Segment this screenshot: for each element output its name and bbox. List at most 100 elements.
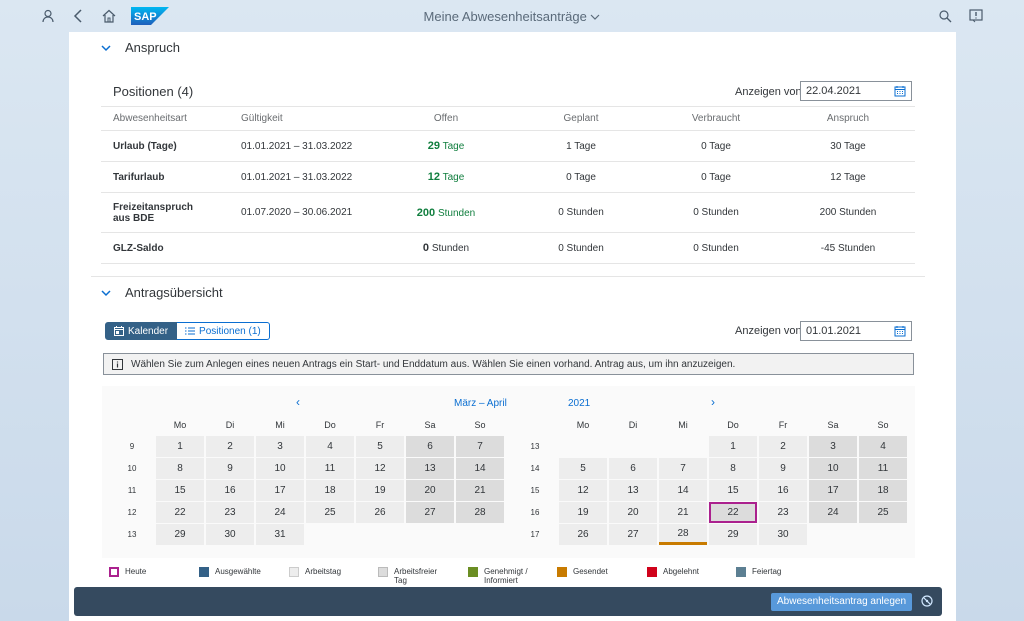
calendar-day[interactable]: 2 (206, 436, 254, 457)
calendar-day[interactable]: 3 (809, 436, 857, 457)
calendar-day[interactable]: 5 (356, 436, 404, 457)
cell-offen: 0 Stunden (381, 232, 511, 264)
calendar-day[interactable]: 21 (659, 502, 707, 523)
section-header-anspruch[interactable]: Anspruch (101, 40, 180, 55)
table-row[interactable]: Urlaub (Tage) 01.01.2021 – 31.03.2022 29… (101, 130, 915, 162)
calendar-day[interactable]: 25 (859, 502, 907, 523)
section-header-antragsuebersicht[interactable]: Antragsübersicht (101, 285, 223, 300)
calendar-day[interactable]: 1 (156, 436, 204, 457)
cell-offen: 200 Stunden (381, 192, 511, 233)
back-icon[interactable] (71, 8, 87, 24)
calendar-icon (114, 326, 124, 336)
calendar-day[interactable]: 4 (859, 436, 907, 457)
table-row[interactable]: GLZ-Saldo 0 Stunden 0 Stunden 0 Stunden … (101, 232, 915, 264)
calendar-day[interactable]: 7 (659, 458, 707, 479)
calendar-day[interactable]: 26 (559, 524, 607, 545)
calendar-day[interactable]: 10 (256, 458, 304, 479)
year-header-button[interactable]: 2021 (568, 398, 591, 409)
calendar-day[interactable]: 10 (809, 458, 857, 479)
calendar-day[interactable]: 19 (356, 480, 404, 501)
next-month-button[interactable]: › (711, 395, 715, 409)
calendar-day[interactable]: 16 (759, 480, 807, 501)
weekday-header: Mi (275, 420, 285, 430)
table-row[interactable]: Freizeitanspruch aus BDE 01.07.2020 – 30… (101, 192, 915, 233)
calendar-day[interactable]: 14 (659, 480, 707, 501)
calendar-day[interactable]: 31 (256, 524, 304, 545)
sap-logo[interactable]: SAP (131, 7, 169, 25)
calendar-day[interactable]: 19 (559, 502, 607, 523)
cell-verbraucht: 0 Stunden (651, 192, 781, 233)
calendar-day[interactable]: 7 (456, 436, 504, 457)
calendar-day[interactable]: 12 (559, 480, 607, 501)
calendar-day[interactable]: 13 (609, 480, 657, 501)
anspruch-date-picker[interactable]: 22.04.2021 (800, 81, 912, 101)
calendar-day[interactable]: 9 (206, 458, 254, 479)
calendar-day[interactable]: 28 (659, 524, 707, 545)
calendar-day[interactable]: 22 (156, 502, 204, 523)
calendar-day[interactable]: 15 (709, 480, 757, 501)
calendar-day[interactable]: 11 (859, 458, 907, 479)
info-strip: Wählen Sie zum Anlegen eines neuen Antra… (103, 353, 914, 375)
calendar-day[interactable]: 18 (859, 480, 907, 501)
create-request-button[interactable]: Abwesenheitsantrag anlegen (771, 593, 912, 611)
calendar-day[interactable]: 23 (206, 502, 254, 523)
search-icon[interactable] (937, 8, 953, 24)
page-content: Anspruch Positionen (4) Anzeigen von 22.… (69, 32, 956, 621)
calendar-day[interactable]: 16 (206, 480, 254, 501)
calendar-day[interactable]: 1 (709, 436, 757, 457)
calendar-day[interactable]: 24 (809, 502, 857, 523)
calendar-day[interactable]: 11 (306, 458, 354, 479)
calendar-day[interactable]: 8 (156, 458, 204, 479)
calendar-day[interactable]: 29 (156, 524, 204, 545)
calendar-day[interactable]: 30 (206, 524, 254, 545)
cell-verbraucht: 0 Tage (651, 161, 781, 193)
calendar-day[interactable]: 25 (306, 502, 354, 523)
calendar-icon[interactable] (894, 85, 906, 97)
week-number: 15 (530, 486, 540, 495)
legend-item-arbeitsfrei: Arbeitsfreier Tag (378, 567, 448, 585)
tab-positionen[interactable]: Positionen (1) (177, 322, 270, 340)
calendar-day[interactable]: 15 (156, 480, 204, 501)
calendar-day[interactable]: 23 (759, 502, 807, 523)
calendar-day[interactable]: 22 (709, 502, 757, 523)
calendar-day[interactable]: 20 (609, 502, 657, 523)
calendar-day[interactable]: 3 (256, 436, 304, 457)
notification-icon[interactable] (968, 8, 984, 24)
calendar-day[interactable]: 9 (759, 458, 807, 479)
tab-kalender[interactable]: Kalender (105, 322, 178, 340)
calendar-day[interactable]: 2 (759, 436, 807, 457)
calendar-day[interactable]: 6 (406, 436, 454, 457)
user-icon[interactable] (40, 8, 56, 24)
table-row[interactable]: Tarifurlaub 01.01.2021 – 31.03.2022 12 T… (101, 161, 915, 193)
message-popover-icon[interactable] (920, 594, 934, 608)
home-icon[interactable] (101, 8, 117, 24)
weekday-header: Di (628, 420, 638, 430)
calendar-day[interactable]: 4 (306, 436, 354, 457)
calendar-day[interactable]: 28 (456, 502, 504, 523)
calendar-day[interactable]: 17 (256, 480, 304, 501)
calendar-day[interactable]: 30 (759, 524, 807, 545)
app-title[interactable]: Meine Abwesenheitsanträge (0, 9, 1024, 24)
calendar-day[interactable]: 27 (406, 502, 454, 523)
calendar-day[interactable]: 24 (256, 502, 304, 523)
calendar-day[interactable]: 18 (306, 480, 354, 501)
calendar-day[interactable]: 29 (709, 524, 757, 545)
calendar-day[interactable]: 27 (609, 524, 657, 545)
calendar-day[interactable]: 12 (356, 458, 404, 479)
legend-item-feiertag: Feiertag (736, 567, 781, 577)
cell-gueltig (231, 232, 381, 264)
calendar-day[interactable]: 21 (456, 480, 504, 501)
calendar-day[interactable]: 5 (559, 458, 607, 479)
calendar-day[interactable]: 6 (609, 458, 657, 479)
calendar-day[interactable]: 14 (456, 458, 504, 479)
prev-month-button[interactable]: ‹ (296, 395, 300, 409)
calendar-day[interactable]: 8 (709, 458, 757, 479)
uebersicht-date-picker[interactable]: 01.01.2021 (800, 321, 912, 341)
calendar-day[interactable]: 26 (356, 502, 404, 523)
calendar-day[interactable]: 20 (406, 480, 454, 501)
calendar-day[interactable]: 13 (406, 458, 454, 479)
calendar-icon[interactable] (894, 325, 906, 337)
calendar-day[interactable]: 17 (809, 480, 857, 501)
col-header: Verbraucht (651, 106, 781, 131)
month-header-button[interactable]: März – April (454, 398, 507, 409)
